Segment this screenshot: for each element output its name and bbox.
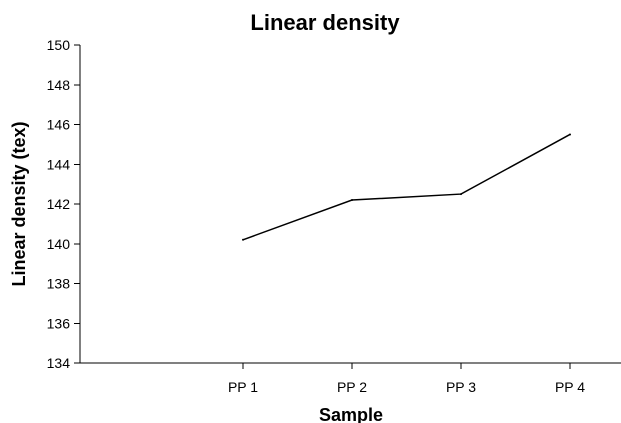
x-axis-label: Sample (319, 405, 383, 423)
y-axis-label: Linear density (tex) (9, 121, 29, 286)
x-axis: PP 1 PP 2 PP 3 PP 4 (80, 362, 621, 395)
y-axis: 134 136 138 140 142 144 146 148 150 (47, 37, 81, 371)
y-tick-label: 140 (47, 236, 71, 252)
x-tick-label: PP 1 (228, 379, 258, 395)
y-tick-label: 146 (47, 117, 71, 133)
data-point (569, 133, 571, 136)
x-tick-label: PP 4 (555, 379, 585, 395)
y-tick-label: 150 (47, 37, 71, 53)
y-tick-label: 144 (47, 156, 71, 172)
data-point (351, 199, 353, 202)
x-tick-label: PP 2 (337, 379, 367, 395)
y-tick-label: 138 (47, 276, 71, 292)
series-line (242, 133, 571, 241)
chart-title: Linear density (250, 10, 400, 35)
y-tick-label: 134 (47, 355, 71, 371)
data-point (242, 238, 244, 241)
y-tick-label: 136 (47, 315, 71, 331)
y-tick-label: 142 (47, 196, 71, 212)
data-point (460, 193, 462, 196)
y-tick-label: 148 (47, 77, 71, 93)
x-tick-label: PP 3 (446, 379, 476, 395)
series-group (242, 133, 571, 241)
